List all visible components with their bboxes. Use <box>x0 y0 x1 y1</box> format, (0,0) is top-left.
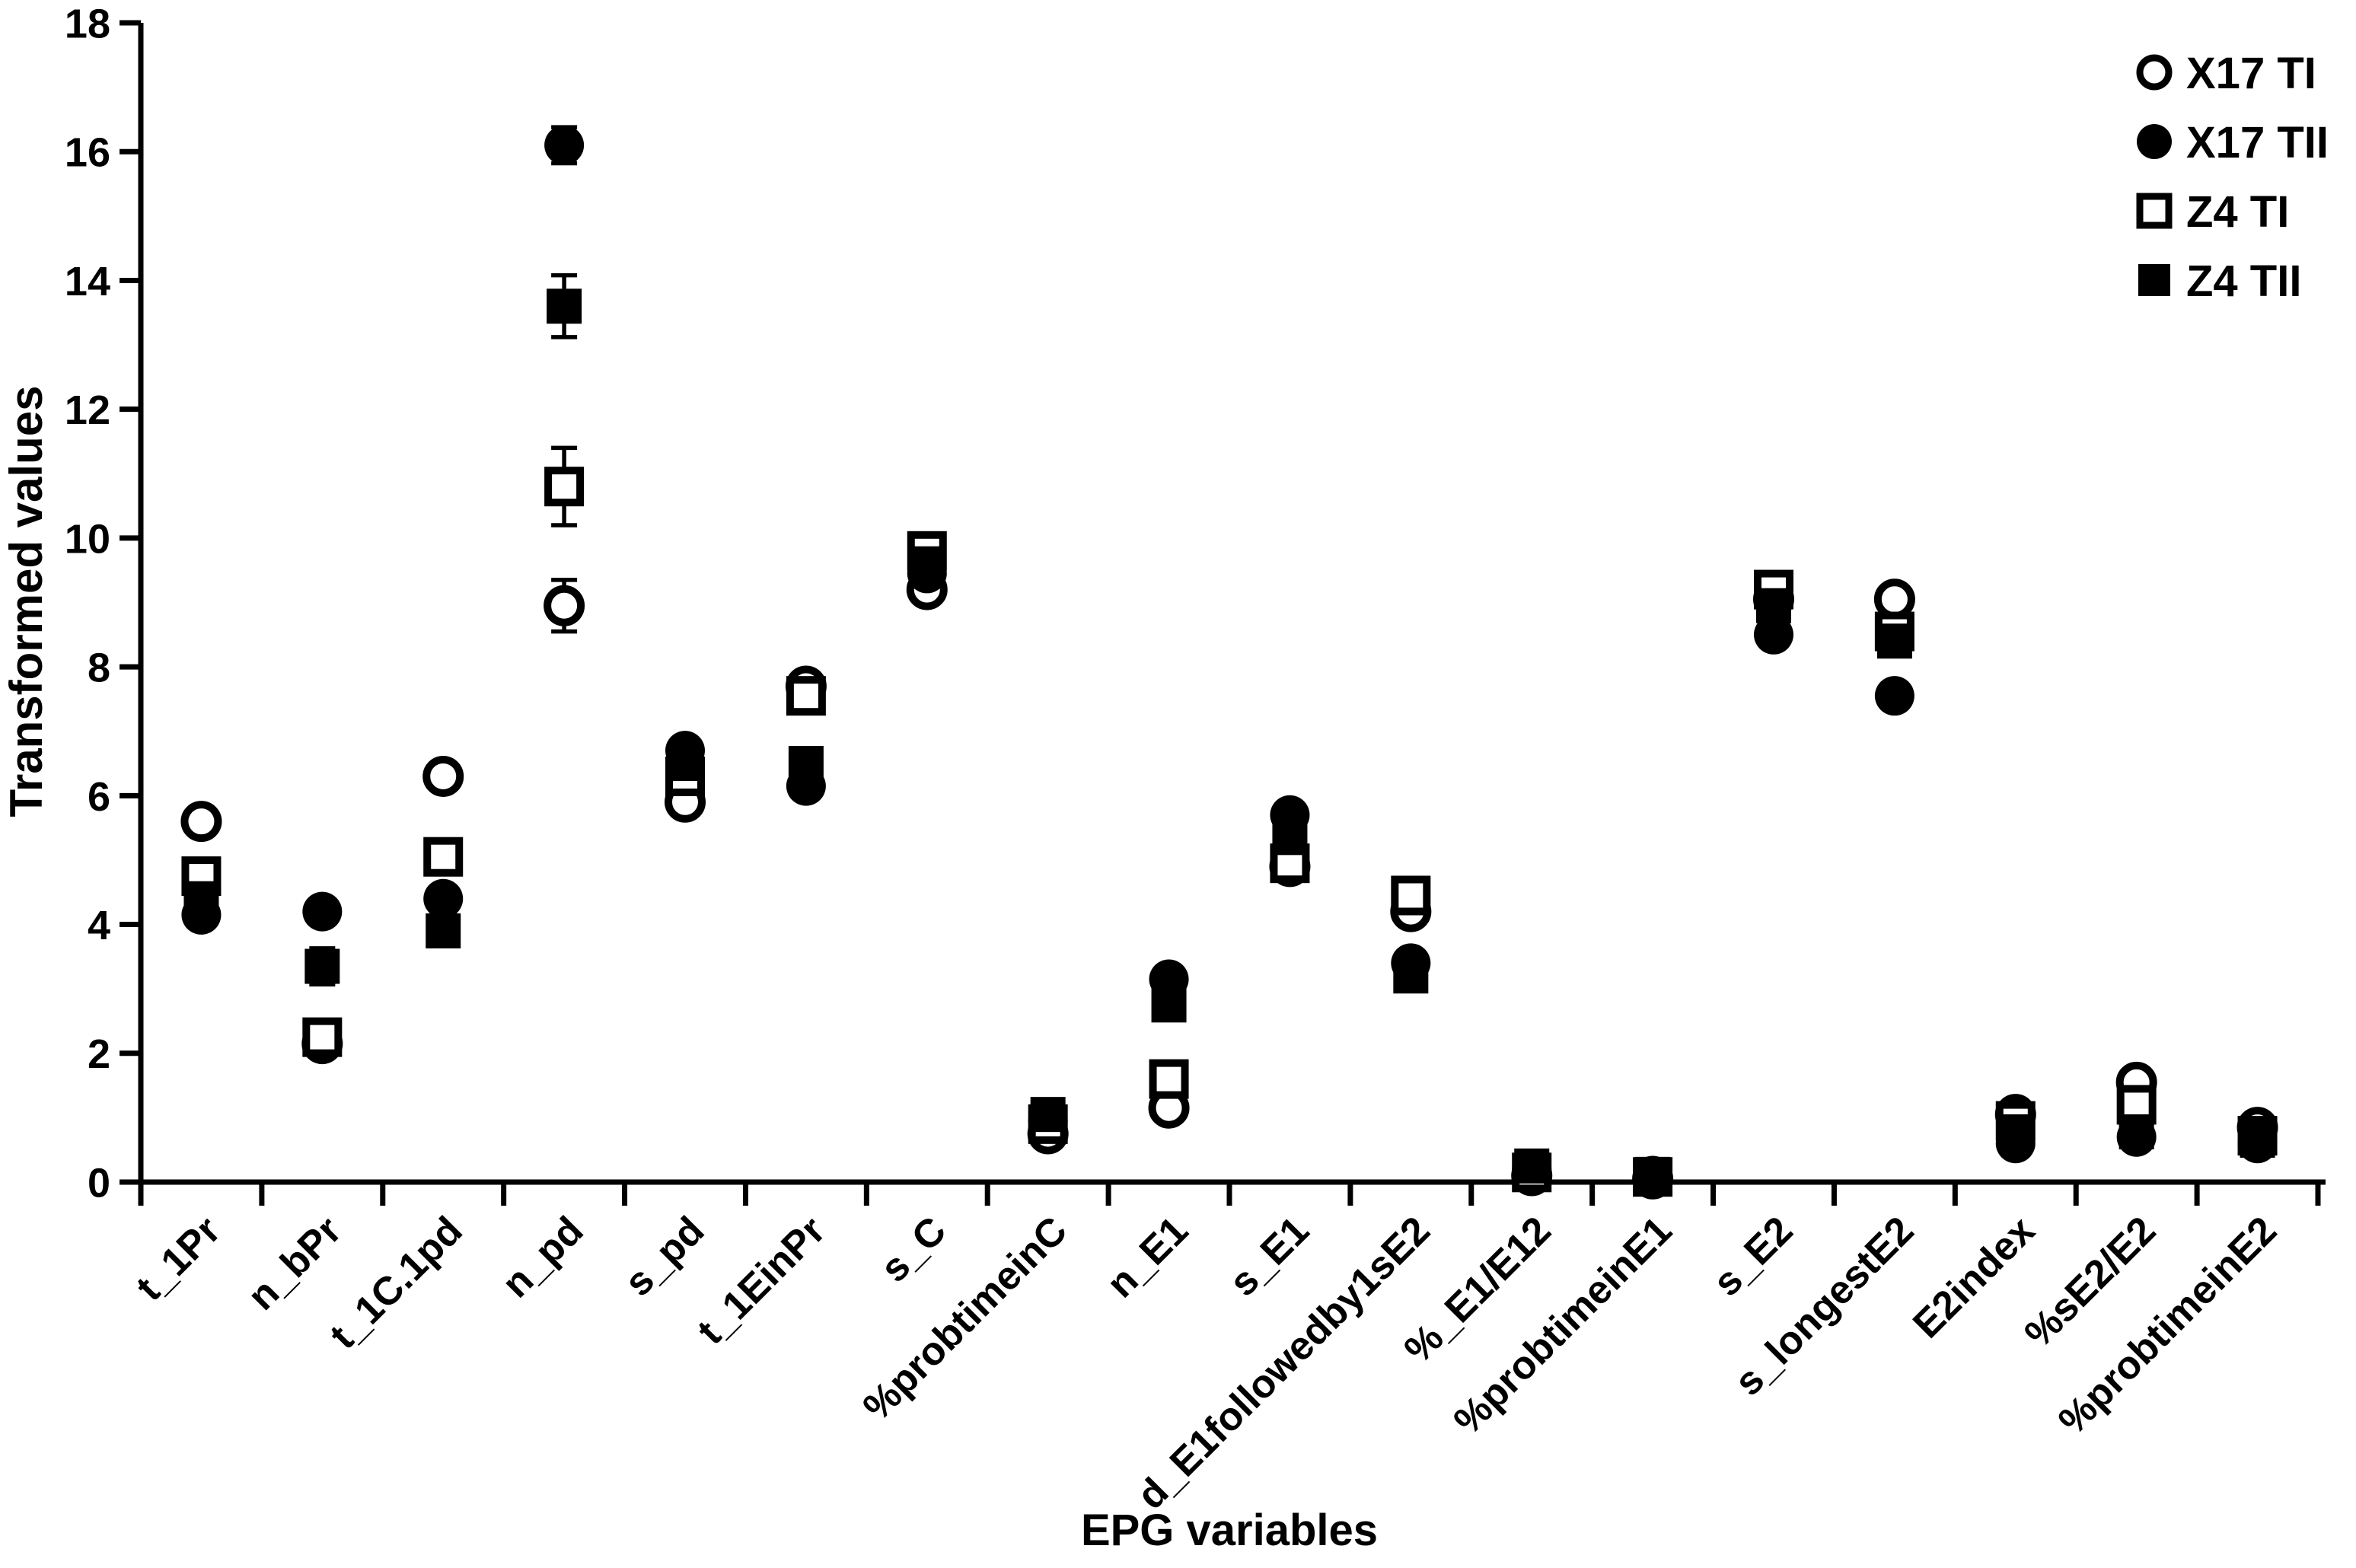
x-category-label: n_pd <box>494 1208 592 1306</box>
data-point-filled-square <box>1151 987 1187 1023</box>
data-point-filled-square <box>2118 1114 2154 1150</box>
data-point-filled-square <box>668 746 703 782</box>
data-point-open-circle <box>1873 578 1915 620</box>
y-tick-label: 8 <box>88 645 110 691</box>
legend-label: X17 TII <box>2186 118 2329 167</box>
x-category-label: t_1Pr <box>128 1208 229 1309</box>
data-point-open-square <box>423 837 464 877</box>
data-point-filled-square <box>1514 1148 1550 1184</box>
x-category-label: s_pd <box>617 1208 713 1305</box>
y-axis-title: Transformed values <box>1 386 52 817</box>
data-point-filled-square <box>183 881 219 916</box>
y-tick-label: 12 <box>65 387 110 433</box>
series-z4-ti <box>181 445 2278 1197</box>
legend-label: Z4 TI <box>2186 187 2289 237</box>
series-x17-tii <box>181 125 2278 1196</box>
data-point-open-square <box>1149 1059 1189 1099</box>
data-point-filled-square <box>426 913 461 949</box>
y-tick-label: 4 <box>88 903 110 948</box>
x-category-label: s_C <box>872 1208 955 1290</box>
y-tick-label: 6 <box>88 774 110 820</box>
x-category-label: n_bPr <box>240 1208 350 1318</box>
data-point-filled-square <box>1393 958 1429 994</box>
data-point-filled-square <box>1635 1156 1671 1192</box>
data-point-open-square <box>786 676 826 716</box>
legend-open-square-icon <box>2136 193 2173 229</box>
legend-entry: X17 TI <box>2136 49 2316 98</box>
data-point-filled-circle <box>423 878 464 919</box>
legend-entry: X17 TII <box>2137 118 2329 167</box>
legend-open-circle-icon <box>2136 54 2173 91</box>
legend-layer: X17 TI X17 TII Z4 TI Z4 TII <box>2136 49 2329 306</box>
legend-entry: Z4 TI <box>2136 187 2289 237</box>
x-category-label: %probtimeinC <box>855 1208 1076 1429</box>
data-point-filled-square <box>909 546 945 582</box>
legend-filled-square-icon <box>2138 264 2170 296</box>
x-category-label: %probtimeinE1 <box>1446 1208 1681 1443</box>
series-z4-tii <box>183 272 2275 1192</box>
x-category-label: s_E1 <box>1221 1208 1318 1305</box>
x-category-label: %probtimeinE2 <box>2050 1208 2285 1443</box>
data-point-open-circle <box>422 755 464 797</box>
data-point-filled-square <box>1997 1114 2033 1150</box>
data-point-filled-square <box>1030 1097 1066 1133</box>
data-point-open-square <box>302 1017 343 1057</box>
x-category-label: t_1C.1pd <box>321 1208 470 1357</box>
data-point-filled-square <box>788 746 824 782</box>
legend-entry: Z4 TII <box>2138 257 2301 306</box>
x-category-label: n_E1 <box>1098 1208 1197 1306</box>
data-point-filled-square <box>304 948 340 984</box>
data-point-filled-circle <box>1754 614 1793 655</box>
y-tick-label: 14 <box>65 259 110 304</box>
y-tick-label: 0 <box>88 1160 110 1206</box>
legend-label: Z4 TII <box>2186 257 2301 306</box>
data-point-filled-square <box>1876 623 1912 659</box>
data-point-filled-circle <box>1874 676 1914 716</box>
data-point-open-square <box>1391 875 1431 916</box>
y-tick-label: 10 <box>65 516 110 562</box>
data-point-filled-square <box>2240 1123 2275 1158</box>
data-point-filled-circle <box>302 891 343 932</box>
x-axis-title: EPG variables <box>1081 1506 1378 1555</box>
data-point-open-circle <box>180 801 222 843</box>
data-point-filled-square <box>1272 820 1308 856</box>
y-tick-label: 2 <box>88 1031 110 1077</box>
data-point-open-square <box>544 467 585 507</box>
y-tick-label: 18 <box>65 1 110 46</box>
y-tick-label: 16 <box>65 130 110 176</box>
data-point-open-circle <box>544 585 585 626</box>
series-layer <box>180 125 2278 1200</box>
legend-label: X17 TI <box>2186 49 2316 98</box>
x-category-label: t_1EinPr <box>689 1208 834 1353</box>
data-point-filled-square <box>1756 588 1791 623</box>
series-x17-ti <box>180 569 2278 1200</box>
data-point-filled-circle <box>544 125 585 165</box>
x-category-label: s_E2 <box>1705 1208 1802 1305</box>
data-point-filled-square <box>547 288 582 324</box>
legend-filled-circle-icon <box>2137 124 2172 159</box>
